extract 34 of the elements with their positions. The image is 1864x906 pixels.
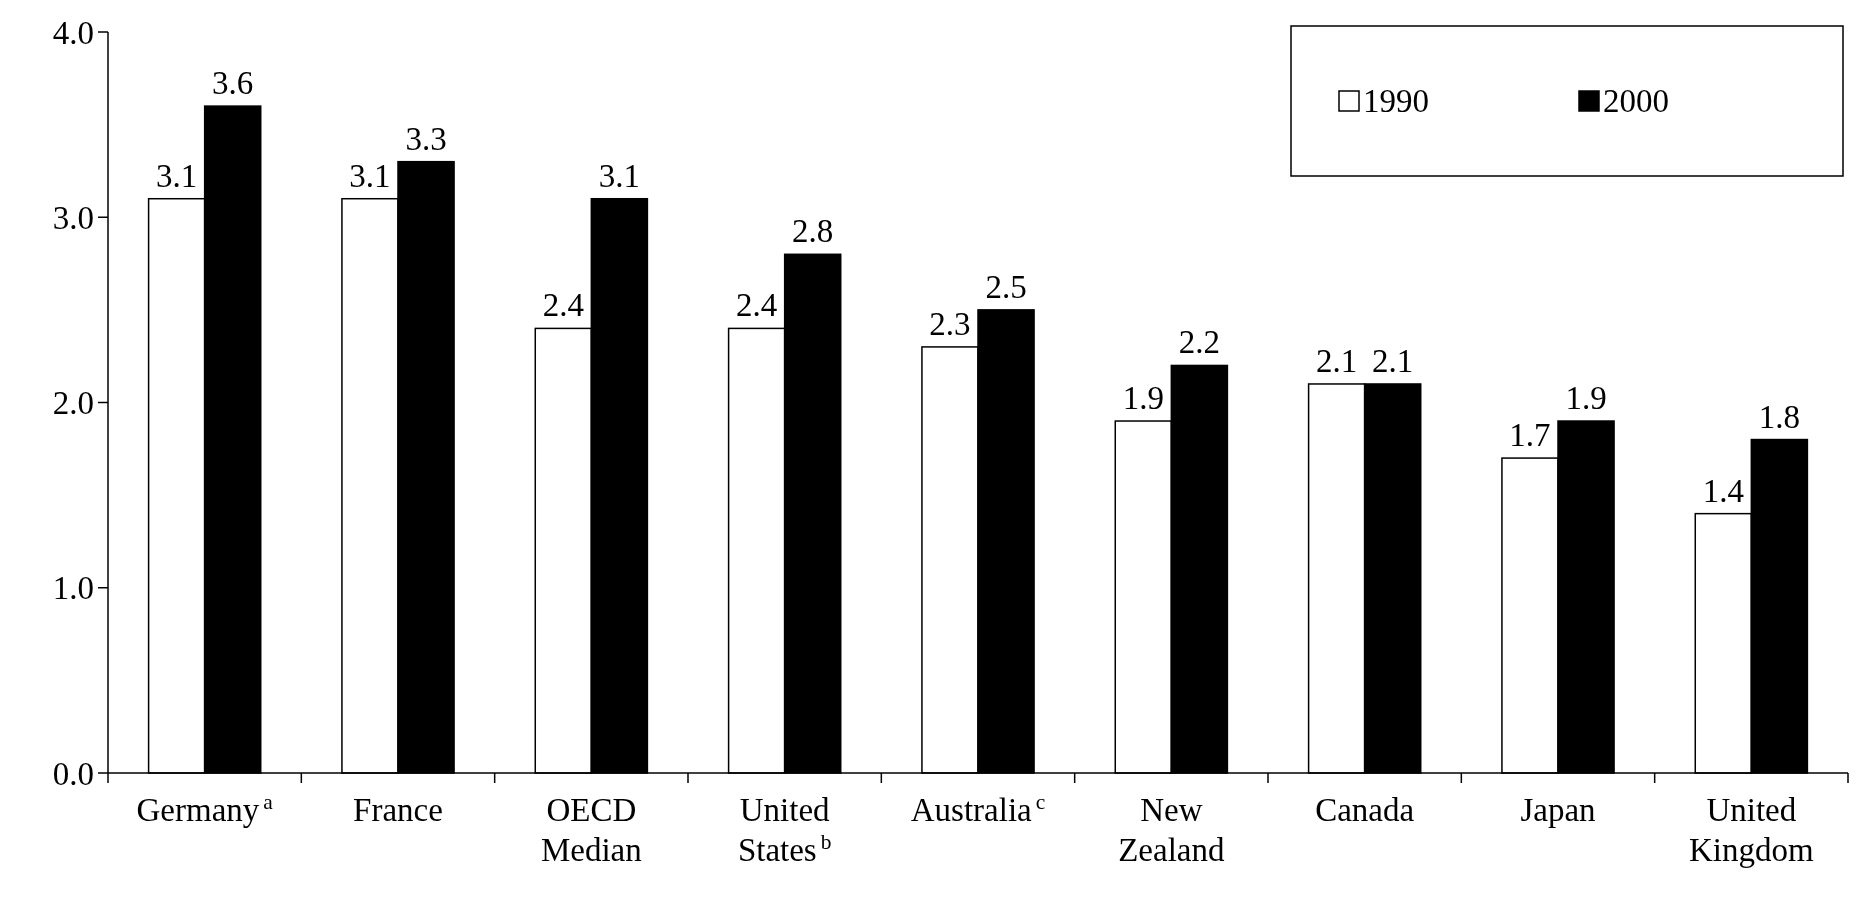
data-label: 3.6 bbox=[212, 65, 254, 102]
data-label: 2.5 bbox=[985, 268, 1027, 305]
data-label: 1.9 bbox=[1122, 380, 1164, 417]
y-tick-label: 0.0 bbox=[52, 755, 94, 792]
y-tick-label: 3.0 bbox=[52, 199, 94, 236]
data-label: 1.8 bbox=[1758, 398, 1800, 435]
legend-label: 2000 bbox=[1603, 83, 1669, 119]
x-tick-label: New Zealand bbox=[1118, 792, 1225, 868]
y-tick-label: 4.0 bbox=[52, 14, 94, 51]
legend-label: 1990 bbox=[1363, 83, 1429, 119]
data-label: 2.1 bbox=[1372, 342, 1414, 379]
x-tick-label: OECD Median bbox=[540, 792, 642, 868]
x-tick-label: Germany$^{a}$ bbox=[136, 790, 274, 828]
data-label: 3.1 bbox=[349, 157, 391, 194]
data-label: 2.2 bbox=[1178, 324, 1220, 361]
data-label: 2.4 bbox=[736, 287, 778, 324]
x-tick-label: United Kingdom bbox=[1689, 792, 1814, 868]
x-tick-label: Australia$^{c}$ bbox=[910, 790, 1046, 828]
data-label: 2.3 bbox=[929, 305, 971, 342]
x-tick-label: United States$^{b}$ bbox=[737, 792, 832, 868]
x-tick-label: Canada bbox=[1315, 792, 1415, 828]
data-label: 3.1 bbox=[598, 157, 640, 194]
data-label: 2.1 bbox=[1316, 342, 1358, 379]
data-label: 1.7 bbox=[1509, 417, 1551, 454]
data-label: 2.8 bbox=[792, 213, 834, 250]
data-label: 3.3 bbox=[405, 120, 447, 157]
y-tick-label: 1.0 bbox=[52, 570, 94, 607]
x-tick-label: France bbox=[353, 792, 443, 828]
y-tick-label: 2.0 bbox=[52, 385, 94, 422]
x-tick-label: Japan bbox=[1520, 792, 1596, 828]
data-label: 1.4 bbox=[1702, 472, 1744, 509]
data-label: 1.9 bbox=[1565, 380, 1607, 417]
data-label: 3.1 bbox=[156, 157, 198, 194]
data-label: 2.4 bbox=[542, 287, 584, 324]
